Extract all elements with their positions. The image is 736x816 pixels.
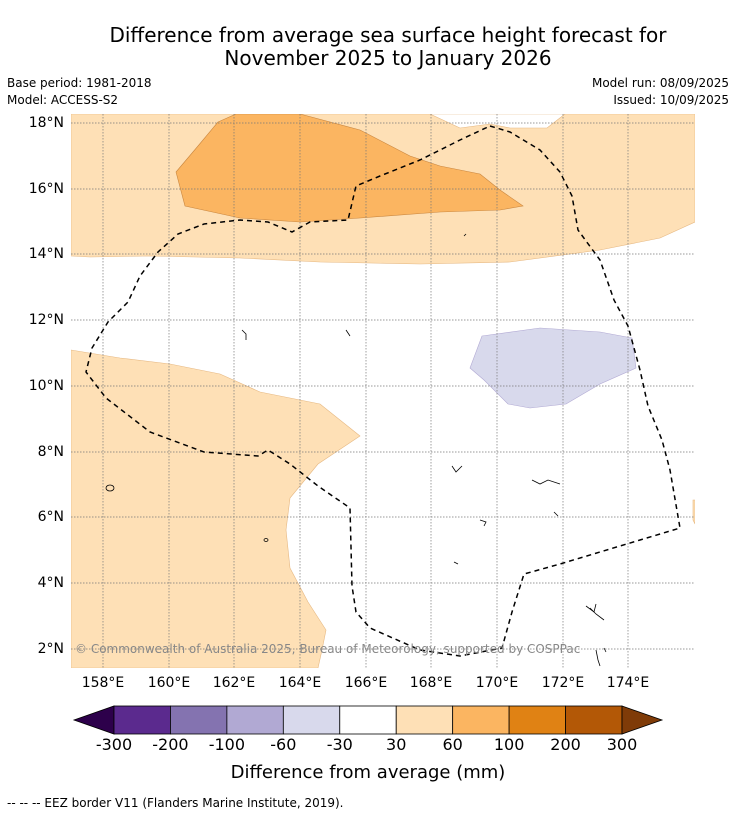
- lat-label: 10°N: [28, 378, 64, 394]
- anomaly-region-60-100-north: [175, 114, 524, 223]
- lat-label: 8°N: [37, 444, 64, 460]
- base-period: Base period: 1981-2018: [7, 76, 152, 90]
- lon-label: 174°E: [606, 675, 650, 691]
- lon-label: 162°E: [212, 675, 256, 691]
- lat-label: 14°N: [28, 246, 64, 262]
- colorbar-segment: [170, 705, 228, 735]
- model-name: Model: ACCESS-S2: [7, 93, 119, 107]
- colorbar-segment: [508, 705, 566, 735]
- lat-label: 16°N: [28, 181, 64, 197]
- colorbar-tick-label: 30: [386, 735, 407, 754]
- map-gridlines: [71, 114, 695, 668]
- lon-label: 168°E: [409, 675, 453, 691]
- eez-legend-note: -- -- -- EEZ border V11 (Flanders Marine…: [7, 796, 344, 810]
- colorbar-tick-label: 300: [606, 735, 638, 754]
- lat-label: 2°N: [37, 641, 64, 657]
- colorbar-segment: [339, 705, 397, 735]
- colorbar-segment: [395, 705, 454, 735]
- colorbar-tick-label: -300: [95, 735, 133, 754]
- colorbar: [72, 705, 664, 735]
- copyright-notice: © Commonwealth of Australia 2025, Bureau…: [75, 642, 581, 656]
- anomaly-region-30-60-west: [71, 349, 361, 668]
- colorbar-tick-label: 100: [493, 735, 525, 754]
- anomaly-region-neutral-top: [429, 114, 566, 129]
- issued-date: Issued: 10/09/2025: [613, 93, 729, 107]
- lon-label: 158°E: [81, 675, 125, 691]
- anomaly-region-neg30-neg60: [469, 327, 637, 409]
- lat-label: 12°N: [28, 312, 64, 328]
- eez-border: [85, 125, 681, 657]
- colorbar-segment: [282, 705, 341, 735]
- chart-title-line1: Difference from average sea surface heig…: [109, 23, 667, 47]
- chart-title-line2: November 2025 to January 2026: [224, 46, 552, 70]
- colorbar-tick-label: 200: [550, 735, 581, 754]
- colorbar-title: Difference from average (mm): [230, 762, 506, 783]
- colorbar-segment: [452, 705, 510, 735]
- island-outlines: [105, 233, 607, 667]
- colorbar-tick-label: -100: [208, 735, 246, 754]
- colorbar-segment: [113, 705, 171, 735]
- lat-label: 6°N: [37, 509, 64, 525]
- lon-label: 160°E: [147, 675, 191, 691]
- lon-label: 170°E: [475, 675, 519, 691]
- colorbar-segment: [565, 705, 623, 735]
- lat-label: 4°N: [37, 575, 64, 591]
- lon-label: 166°E: [344, 675, 388, 691]
- colorbar-extend-high: [621, 705, 664, 735]
- colorbar-tick-label: -60: [270, 735, 297, 754]
- lon-label: 172°E: [541, 675, 585, 691]
- colorbar-segment: [226, 705, 284, 735]
- model-run: Model run: 08/09/2025: [591, 76, 729, 90]
- lon-label: 164°E: [278, 675, 322, 691]
- colorbar-tick-label: -30: [326, 735, 353, 754]
- colorbar-tick-label: -200: [152, 735, 189, 754]
- lat-label: 18°N: [28, 115, 64, 131]
- colorbar-tick-label: 60: [442, 735, 463, 754]
- map-area: [71, 114, 695, 668]
- colorbar-extend-low: [72, 705, 115, 735]
